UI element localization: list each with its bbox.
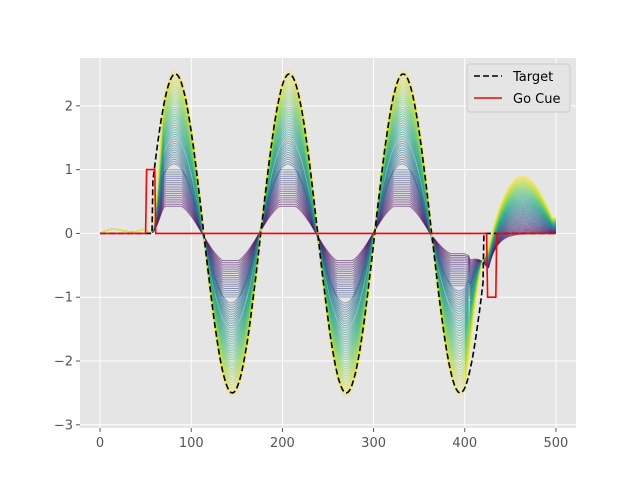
- x-tick-label: 300: [361, 436, 386, 451]
- trajectory-line: [99, 70, 557, 397]
- y-tick-label: 2: [65, 99, 73, 114]
- trajectory-line: [99, 138, 556, 329]
- y-tick-label: 1: [65, 163, 73, 178]
- y-tick-label: 0: [65, 227, 73, 242]
- x-tick-label: 100: [179, 436, 204, 451]
- x-tick-label: 400: [452, 436, 477, 451]
- axis-ticks: 0 100 200 300 400 500 −3 −2 −1 0 1 2: [54, 99, 569, 451]
- y-tick-label: −2: [54, 355, 73, 370]
- trajectory-series: [99, 70, 557, 397]
- x-tick-label: 0: [96, 436, 104, 451]
- y-tick-label: −1: [54, 291, 73, 306]
- legend: Target Go Cue: [466, 63, 571, 113]
- x-tick-label: 200: [270, 436, 295, 451]
- target-line: [100, 73, 556, 394]
- go-cue-line: [100, 168, 556, 298]
- legend-gocue-label: Go Cue: [513, 92, 560, 107]
- legend-target-label: Target: [512, 70, 553, 85]
- y-tick-label: −3: [54, 418, 73, 433]
- x-tick-label: 500: [544, 436, 569, 451]
- plot-background: [80, 58, 576, 428]
